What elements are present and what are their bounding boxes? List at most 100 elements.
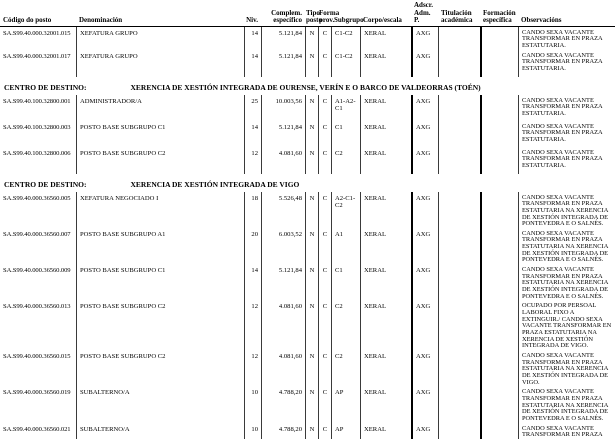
cell-subgrupo: C2 xyxy=(331,349,360,387)
column-header-niv: Niv. xyxy=(246,16,258,25)
cell-forma: C xyxy=(318,422,331,439)
cell-corpo: XERAL xyxy=(360,94,411,121)
table-row: SA.S99.40.100.32800.006 POSTO BASE SUBGRU… xyxy=(0,146,615,174)
cell-adscr: AXG xyxy=(411,191,438,228)
cell-denominacion: POSTO BASE SUBGRUPO C2 xyxy=(76,146,244,174)
cell-complem: 5.121,84 xyxy=(261,120,305,147)
table-row: SA.S99.40.100.32800.003 POSTO BASE SUBGRU… xyxy=(0,120,615,147)
cell-tipo: N xyxy=(305,349,318,387)
cell-formacion xyxy=(480,264,518,301)
cell-tipo: N xyxy=(305,146,318,174)
cell-titulacion xyxy=(438,49,480,77)
cell-denominacion: XEFATURA NEGOCIADO I xyxy=(76,191,244,228)
cell-complem: 4.788,20 xyxy=(261,386,305,423)
cell-observacions: CANDO SEXA VACANTE TRANSFORMAR EN PRAZA … xyxy=(518,349,615,387)
cell-denominacion: POSTO BASE SUBGRUPO C1 xyxy=(76,120,244,147)
cell-codigo: SA.S99.40.000.36560.019 xyxy=(3,389,71,397)
cell-corpo: XERAL xyxy=(360,227,411,265)
cell-titulacion xyxy=(438,422,480,439)
cell-niv: 25 xyxy=(244,94,261,121)
cell-titulacion xyxy=(438,264,480,301)
table-header: Código do posto Denominación Niv. Complem. … xyxy=(0,0,615,27)
cell-forma: C xyxy=(318,191,331,228)
cell-forma: C xyxy=(318,300,331,350)
cell-corpo: XERAL xyxy=(360,191,411,228)
cell-adscr: AXG xyxy=(411,264,438,301)
column-header-complem: Complem. específico xyxy=(271,8,302,25)
cell-subgrupo: C2 xyxy=(331,146,360,174)
column-header-observacions: Observacións xyxy=(521,16,562,25)
column-header-denominacion: Denominación xyxy=(79,16,123,25)
cell-formacion xyxy=(480,26,518,50)
cell-titulacion xyxy=(438,386,480,423)
cell-observacions: CANDO SEXA VACANTE TRANSFORMAR EN PRAZA … xyxy=(518,191,615,228)
cell-adscr: AXG xyxy=(411,26,438,50)
table-body: SA.S99.40.000.32001.015 XEFATURA GRUPO 14 5… xyxy=(0,26,615,439)
cell-denominacion: ADMINISTRADOR/A xyxy=(76,94,244,121)
column-header-corpo: Corpo/escala xyxy=(363,16,402,25)
cell-adscr: AXG xyxy=(411,94,438,121)
cell-titulacion xyxy=(438,120,480,147)
cell-niv: 20 xyxy=(244,227,261,265)
cell-formacion xyxy=(480,227,518,265)
cell-tipo: N xyxy=(305,264,318,301)
cell-denominacion: POSTO BASE SUBGRUPO C1 xyxy=(76,264,244,301)
cell-titulacion xyxy=(438,227,480,265)
cell-subgrupo: AP xyxy=(331,386,360,423)
cell-titulacion xyxy=(438,349,480,387)
cell-adscr: AXG xyxy=(411,49,438,77)
cell-subgrupo: A1 xyxy=(331,227,360,265)
cell-observacions: CANDO SEXA VACANTE TRANSFORMAR EN PRAZA … xyxy=(518,120,615,147)
cell-corpo: XERAL xyxy=(360,146,411,174)
table-row: SA.S99.40.000.36560.007 POSTO BASE SUBGRU… xyxy=(0,227,615,265)
cell-denominacion: SUBALTERNO/A xyxy=(76,422,244,439)
cell-forma: C xyxy=(318,120,331,147)
cell-codigo: SA.S99.40.000.36560.013 xyxy=(3,303,71,311)
cell-subgrupo: C1 xyxy=(331,120,360,147)
cell-corpo: XERAL xyxy=(360,386,411,423)
cell-tipo: N xyxy=(305,26,318,50)
cell-formacion xyxy=(480,120,518,147)
centro-de-destino-row: CENTRO DE DESTINO: XERENCIA DE XESTIÓN IN… xyxy=(0,82,615,93)
cell-observacions: OCUPADO POR PERSOAL LABORAL FIXO A EXTIN… xyxy=(518,300,615,350)
cell-complem: 4.081,60 xyxy=(261,349,305,387)
cell-forma: C xyxy=(318,264,331,301)
cell-subgrupo: A2-C1-C2 xyxy=(331,191,360,228)
column-header-tipo: Tipo posto xyxy=(306,8,322,25)
cell-tipo: N xyxy=(305,300,318,350)
cell-formacion xyxy=(480,49,518,77)
cell-tipo: N xyxy=(305,227,318,265)
column-header-subgrupo: Subgrupo xyxy=(334,16,364,25)
cell-observacions: CANDO SEXA VACANTE TRANSFORMAR EN PRAZA … xyxy=(518,422,615,439)
cell-complem: 4.081,60 xyxy=(261,300,305,350)
cell-adscr: AXG xyxy=(411,349,438,387)
cell-complem: 4.788,20 xyxy=(261,422,305,439)
table-row: SA.S99.40.000.36560.019 SUBALTERNO/A 10 4.7… xyxy=(0,386,615,423)
cell-corpo: XERAL xyxy=(360,349,411,387)
cell-corpo: XERAL xyxy=(360,49,411,77)
cell-niv: 14 xyxy=(244,120,261,147)
table-row: SA.S99.40.000.32001.015 XEFATURA GRUPO 14 5… xyxy=(0,26,615,50)
centro-de-destino-label: CENTRO DE DESTINO: xyxy=(4,82,87,92)
cell-adscr: AXG xyxy=(411,146,438,174)
cell-codigo: SA.S99.40.100.32800.001 xyxy=(3,97,71,105)
table-row: SA.S99.40.000.36560.021 SUBALTERNO/A 10 4.7… xyxy=(0,422,615,439)
cell-niv: 14 xyxy=(244,26,261,50)
table-section: SA.S99.40.000.32001.015 XEFATURA GRUPO 14 5… xyxy=(0,26,615,77)
cell-complem: 5.121,84 xyxy=(261,264,305,301)
cell-niv: 14 xyxy=(244,264,261,301)
cell-forma: C xyxy=(318,94,331,121)
table-row: SA.S99.40.000.36560.005 XEFATURA NEGOCIAD… xyxy=(0,191,615,228)
cell-titulacion xyxy=(438,191,480,228)
cell-formacion xyxy=(480,191,518,228)
cell-titulacion xyxy=(438,26,480,50)
cell-forma: C xyxy=(318,386,331,423)
cell-forma: C xyxy=(318,227,331,265)
cell-codigo: SA.S99.40.000.36560.021 xyxy=(3,425,71,433)
cell-observacions: CANDO SEXA VACANTE TRANSFORMAR EN PRAZA … xyxy=(518,264,615,301)
cell-forma: C xyxy=(318,26,331,50)
centro-de-destino-name: XERENCIA DE XESTIÓN INTEGRADA DE OURENSE… xyxy=(130,82,481,92)
cell-corpo: XERAL xyxy=(360,422,411,439)
cell-adscr: AXG xyxy=(411,120,438,147)
